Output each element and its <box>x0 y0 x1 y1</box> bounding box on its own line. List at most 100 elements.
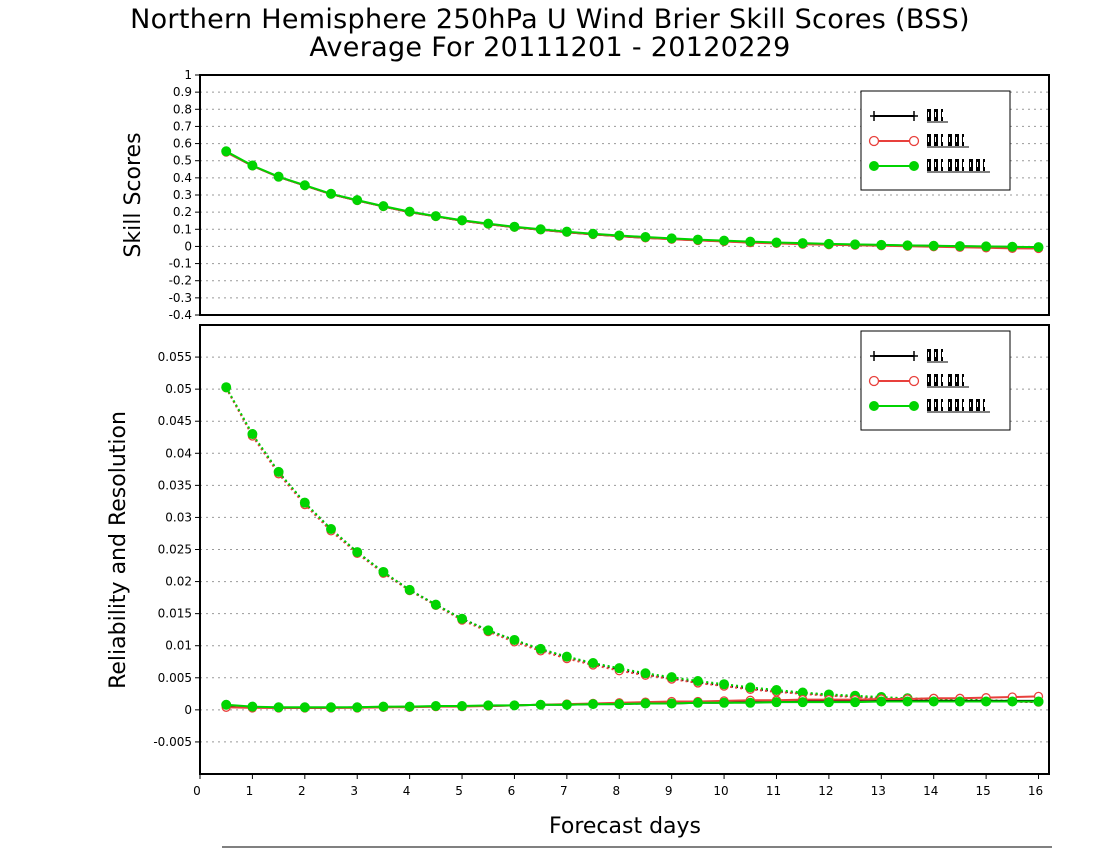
legend-marker <box>910 351 918 361</box>
data-point <box>535 699 546 710</box>
data-point <box>692 234 703 245</box>
legend-marker <box>869 161 879 171</box>
x-tick-label: 2 <box>298 784 306 798</box>
data-point <box>561 651 572 662</box>
data-point <box>692 675 703 686</box>
legend-marker <box>869 401 879 411</box>
legend-marker <box>870 351 878 361</box>
skill-scores-panel: -0.4 -0.3 -0.2 -0.1 0 0.1 0.2 0.3 0.4 0.5 0.6 0.7 0.… <box>121 68 1050 322</box>
data-point <box>928 696 939 707</box>
y-tick-label: 0.8 <box>173 102 192 116</box>
legend <box>860 90 1011 191</box>
x-tick-label: 7 <box>560 784 568 798</box>
data-point <box>326 523 337 534</box>
data-point <box>719 235 730 246</box>
legend-garbled-label <box>927 134 969 148</box>
data-point <box>797 697 808 708</box>
data-point <box>247 701 258 712</box>
x-tick-label: 14 <box>923 784 938 798</box>
y-tick-label: 0.02 <box>165 575 192 589</box>
data-point <box>430 599 441 610</box>
data-point <box>430 701 441 712</box>
y-tick-label: 0.6 <box>173 137 192 151</box>
data-point <box>221 699 232 710</box>
data-point <box>981 696 992 707</box>
y-tick-label: 0.1 <box>173 222 192 236</box>
data-point <box>771 697 782 708</box>
series-line <box>225 387 1039 704</box>
y-tick-label: 0.015 <box>158 607 192 621</box>
data-point <box>588 658 599 669</box>
data-point <box>561 226 572 237</box>
data-point <box>509 700 520 711</box>
data-point <box>483 625 494 636</box>
data-point <box>404 701 415 712</box>
data-point <box>273 171 284 182</box>
data-point <box>221 146 232 157</box>
legend-marker <box>868 135 880 147</box>
y-tick-label: 0.4 <box>173 171 192 185</box>
legend-garbled-label <box>927 374 969 388</box>
data-point <box>745 682 756 693</box>
chart-title-line1: Northern Hemisphere 250hPa U Wind Brier … <box>130 4 970 35</box>
y-tick-label: 0.035 <box>158 478 192 492</box>
data-point <box>954 696 965 707</box>
legend-garbled-label <box>927 349 948 363</box>
data-point <box>1033 242 1044 253</box>
data-point <box>483 700 494 711</box>
data-point <box>666 233 677 244</box>
series-line <box>225 386 1039 703</box>
data-point <box>640 668 651 679</box>
y-tick-label: -0.005 <box>153 735 192 749</box>
data-point <box>299 702 310 713</box>
data-point <box>352 195 363 206</box>
y-tick-label: 0.045 <box>158 414 192 428</box>
y-tick-label: 0.5 <box>173 154 192 168</box>
data-point <box>247 429 258 440</box>
legend-marker <box>909 161 919 171</box>
data-point <box>692 697 703 708</box>
legend-garbled-label <box>927 109 948 123</box>
y-tick-label: 0 <box>184 239 192 253</box>
data-point <box>745 236 756 247</box>
x-tick-label: 10 <box>713 784 728 798</box>
data-point <box>561 699 572 710</box>
x-tick-label: 8 <box>612 784 620 798</box>
data-point <box>299 497 310 508</box>
chart-title-line2: Average For 20111201 - 20120229 <box>309 32 791 63</box>
data-point <box>640 698 651 709</box>
data-point <box>850 697 861 708</box>
data-point <box>719 697 730 708</box>
x-tick-label: 6 <box>508 784 516 798</box>
data-point <box>352 702 363 713</box>
reliability-resolution-panel: -0.005 0 0.005 0.01 0.015 0.02 0.025 0.03 0.035 0… <box>106 324 1050 839</box>
y-tick-label: 0.055 <box>158 350 192 364</box>
data-point <box>299 180 310 191</box>
data-point <box>902 240 913 251</box>
data-point <box>247 160 258 171</box>
data-point <box>850 239 861 250</box>
x-tick-label: 15 <box>975 784 990 798</box>
y-tick-label: 0.3 <box>173 188 192 202</box>
legend-marker <box>868 375 880 387</box>
y-tick-label: -0.3 <box>169 291 192 305</box>
data-point <box>614 699 625 710</box>
data-point <box>666 698 677 709</box>
data-point <box>640 232 651 242</box>
x-tick-label: 3 <box>350 784 358 798</box>
x-tick-label: 5 <box>455 784 463 798</box>
legend-garbled-label <box>927 399 990 413</box>
x-tick-label: 16 <box>1028 784 1043 798</box>
data-point <box>378 566 389 577</box>
data-point <box>430 211 441 222</box>
y-tick-label: 1 <box>184 68 192 82</box>
data-point <box>902 696 913 707</box>
data-point <box>378 201 389 212</box>
x-tick-label: 11 <box>766 784 781 798</box>
legend-marker <box>908 135 920 147</box>
y-tick-label: -0.1 <box>169 257 192 271</box>
data-point <box>719 679 730 690</box>
legend-marker <box>870 111 878 121</box>
y-tick-label: 0.04 <box>165 446 192 460</box>
